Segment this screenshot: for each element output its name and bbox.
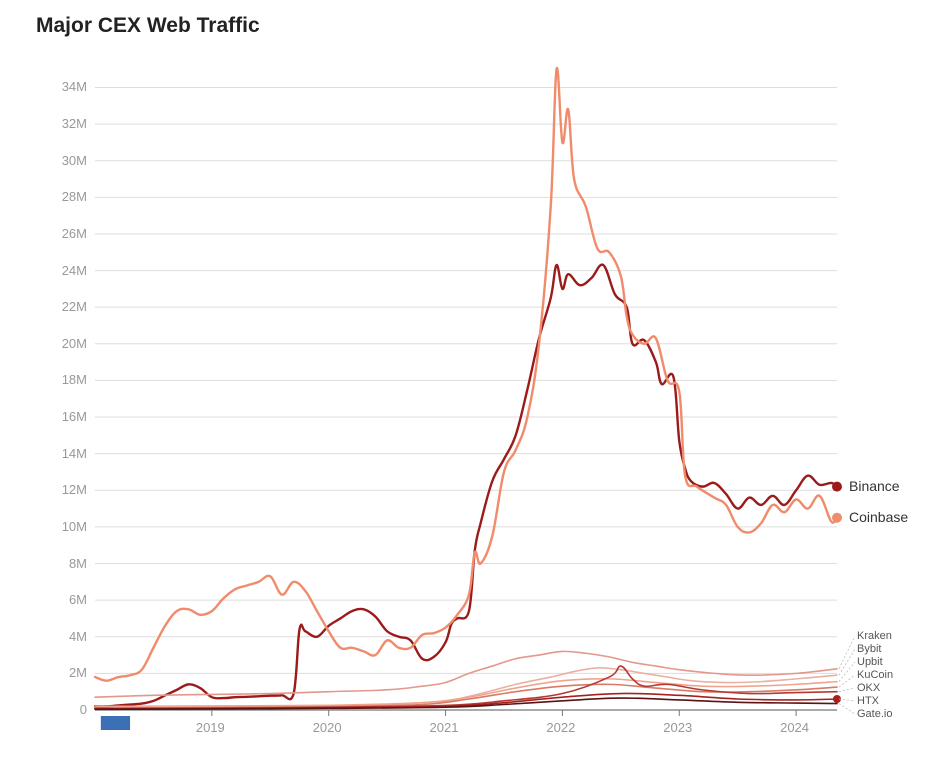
x-tick-label: 2020 xyxy=(313,720,342,735)
x-tick-label: 2019 xyxy=(196,720,225,735)
y-tick-label: 16M xyxy=(62,409,87,424)
x-tick-label: 2023 xyxy=(663,720,692,735)
series-label-Coinbase: Coinbase xyxy=(849,509,908,525)
y-tick-label: 10M xyxy=(62,519,87,534)
x-tick-label: 2022 xyxy=(546,720,575,735)
y-tick-label: 22M xyxy=(62,299,87,314)
x-tick-label: 2021 xyxy=(430,720,459,735)
chart-container: Major CEX Web Traffic 02M4M6M8M10M12M14M… xyxy=(0,0,942,765)
y-tick-label: 26M xyxy=(62,226,87,241)
y-tick-label: 28M xyxy=(62,189,87,204)
series-label-Gateio: Gate.io xyxy=(857,708,892,720)
x-tick-label: 2024 xyxy=(780,720,809,735)
y-tick-label: 18M xyxy=(62,372,87,387)
y-tick-label: 20M xyxy=(62,336,87,351)
y-tick-label: 0 xyxy=(80,702,87,717)
series-label-HTX: HTX xyxy=(857,695,879,707)
series-label-OKX: OKX xyxy=(857,682,880,694)
series-line-Binance xyxy=(95,265,837,707)
series-label-KuCoin: KuCoin xyxy=(857,669,893,681)
y-tick-label: 34M xyxy=(62,79,87,94)
y-tick-label: 2M xyxy=(69,665,87,680)
series-line-Kraken xyxy=(95,651,837,697)
series-label-Binance: Binance xyxy=(849,478,900,494)
y-tick-label: 30M xyxy=(62,153,87,168)
series-label-Bybit: Bybit xyxy=(857,643,881,655)
y-tick-label: 24M xyxy=(62,263,87,278)
y-tick-label: 14M xyxy=(62,446,87,461)
y-tick-label: 32M xyxy=(62,116,87,131)
y-tick-label: 6M xyxy=(69,592,87,607)
y-tick-label: 8M xyxy=(69,556,87,571)
series-label-Kraken: Kraken xyxy=(857,630,892,642)
series-line-Coinbase xyxy=(95,68,837,681)
y-tick-label: 12M xyxy=(62,482,87,497)
y-tick-label: 4M xyxy=(69,629,87,644)
series-label-Upbit: Upbit xyxy=(857,656,883,668)
chart-svg xyxy=(0,0,942,765)
